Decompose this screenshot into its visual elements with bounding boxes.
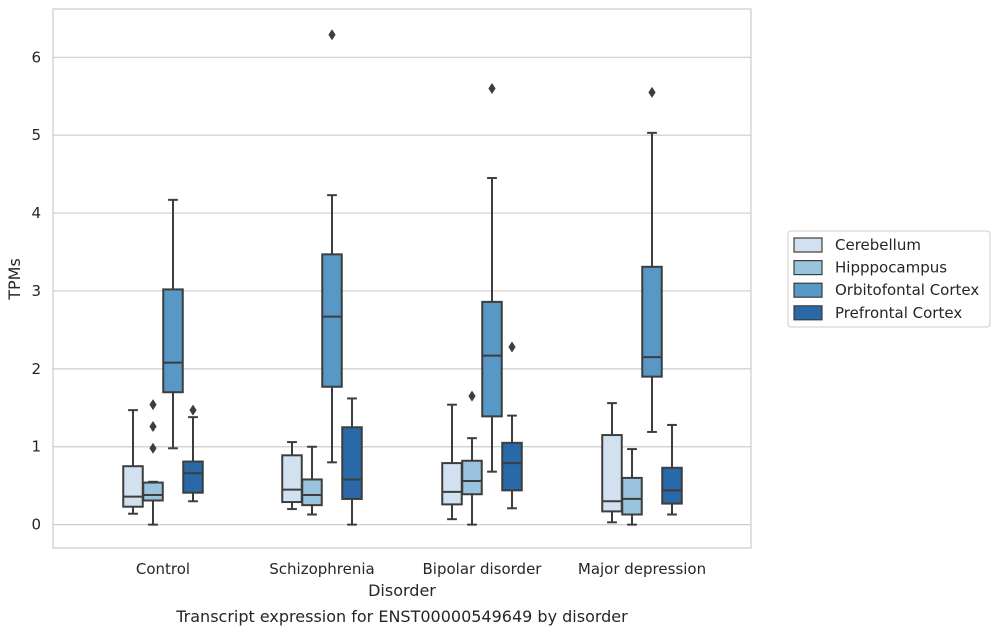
legend: Cerebellum Hipppocampus Orbitofontal Corte… — [787, 230, 991, 328]
chart-caption: Transcript expression for ENST0000054964… — [175, 607, 628, 626]
x-tick-label: Control — [136, 560, 190, 578]
box-iqr — [441, 462, 463, 506]
y-tick-labels: 0 1 2 3 4 5 6 — [31, 48, 41, 533]
box-2-2 — [481, 82, 503, 473]
box-2-3 — [641, 86, 663, 433]
box-2-1 — [321, 29, 343, 464]
y-tick-label: 2 — [31, 360, 41, 378]
box-3-1 — [341, 397, 363, 526]
box-3-0 — [182, 404, 204, 503]
box-3-2 — [501, 341, 523, 510]
y-axis-title: TPMs — [5, 258, 24, 301]
y-tick-label: 5 — [31, 126, 41, 144]
legend-label: Cerebellum — [835, 236, 921, 254]
box-0-1 — [281, 441, 303, 511]
outlier-point — [488, 82, 496, 94]
y-tick-label: 4 — [31, 204, 41, 222]
x-tick-labels: Control Schizophrenia Bipolar disorder Majo… — [136, 560, 706, 578]
box-1-1 — [301, 445, 323, 516]
legend-swatch — [793, 260, 823, 276]
box-0-3 — [601, 402, 623, 524]
box-iqr — [162, 288, 184, 394]
outlier-point — [508, 341, 516, 353]
legend-swatch — [793, 305, 823, 321]
box-3-3 — [661, 423, 683, 516]
outlier-point — [149, 420, 157, 432]
box-iqr — [321, 253, 343, 388]
box-1-2 — [461, 390, 483, 526]
x-tick-label: Bipolar disorder — [423, 560, 543, 578]
x-tick-label: Schizophrenia — [269, 560, 374, 578]
legend-label: Orbitofontal Cortex — [835, 281, 979, 299]
outlier-point — [149, 399, 157, 411]
y-tick-label: 1 — [31, 438, 41, 456]
box-1-0 — [142, 399, 164, 526]
box-iqr — [621, 476, 643, 516]
y-tick-label: 6 — [31, 48, 41, 66]
outlier-point — [468, 390, 476, 402]
plot-area — [52, 8, 752, 549]
legend-label: Prefrontal Cortex — [835, 304, 962, 322]
box-iqr — [481, 300, 503, 418]
legend-swatch — [793, 237, 823, 253]
box-iqr — [461, 459, 483, 496]
box-iqr — [601, 434, 623, 513]
x-axis-title: Disorder — [368, 581, 436, 600]
legend-label: Hipppocampus — [835, 259, 947, 277]
legend-swatch — [793, 282, 823, 298]
outlier-point — [149, 442, 157, 454]
box-iqr — [122, 465, 144, 508]
box-iqr — [501, 441, 523, 492]
box-iqr — [341, 426, 363, 500]
box-groups — [122, 29, 683, 526]
box-iqr — [301, 478, 323, 507]
box-iqr — [661, 466, 683, 505]
outlier-point — [328, 29, 336, 41]
box-iqr — [142, 481, 164, 502]
y-tick-label: 0 — [31, 516, 41, 534]
box-1-3 — [621, 448, 643, 526]
x-tick-label: Major depression — [578, 560, 706, 578]
box-iqr — [641, 265, 663, 378]
box-iqr — [182, 460, 204, 494]
box-iqr — [281, 454, 303, 504]
box-2-0 — [162, 198, 184, 450]
outlier-point — [648, 86, 656, 98]
y-tick-label: 3 — [31, 282, 41, 300]
legend-frame — [787, 230, 991, 328]
outlier-point — [189, 404, 197, 416]
